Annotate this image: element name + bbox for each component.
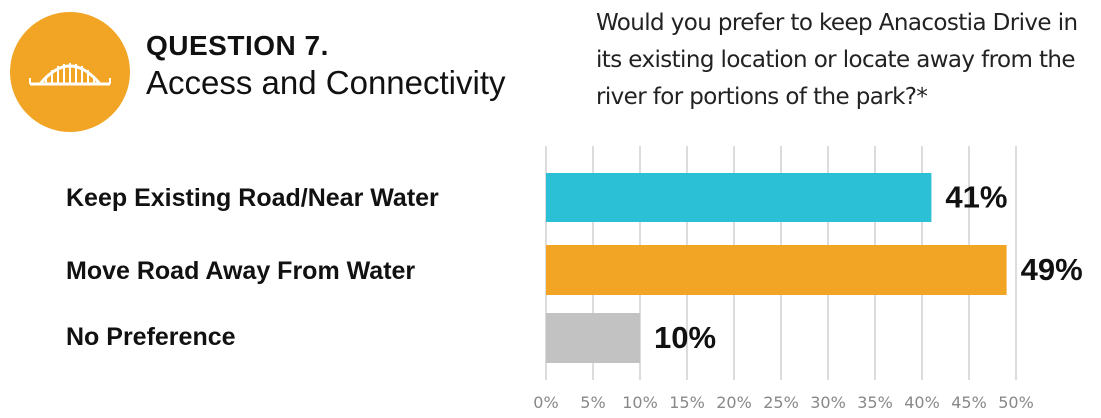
x-tick-label-0: 0% [533, 393, 558, 412]
x-tick-label-20: 20% [716, 393, 752, 412]
bar-2 [546, 313, 640, 363]
data-label-2: 10% [654, 320, 716, 355]
x-tick-label-10: 10% [622, 393, 658, 412]
x-tick-label-15: 15% [669, 393, 705, 412]
x-tick-label-40: 40% [904, 393, 940, 412]
question-icon-circle [10, 12, 130, 132]
x-tick-label-50: 50% [998, 393, 1034, 412]
question-topic: Access and Connectivity [146, 64, 506, 101]
data-label-0: 41% [945, 180, 1007, 215]
data-label-1: 49% [1021, 252, 1083, 287]
bar-0 [546, 173, 932, 222]
x-tick-label-25: 25% [763, 393, 799, 412]
category-label-move-road: Move Road Away From Water [66, 257, 416, 285]
category-label-no-preference: No Preference [66, 323, 236, 351]
x-tick-label-5: 5% [580, 393, 605, 412]
bar-1 [546, 245, 1007, 295]
x-tick-label-35: 35% [857, 393, 893, 412]
question-text: Would you prefer to keep Anacostia Drive… [596, 10, 1078, 110]
category-label-keep-existing: Keep Existing Road/Near Water [66, 184, 439, 212]
bridge-icon [29, 63, 111, 86]
question-number: QUESTION 7. [146, 30, 329, 61]
x-tick-label-30: 30% [810, 393, 846, 412]
x-tick-label-45: 45% [951, 393, 987, 412]
